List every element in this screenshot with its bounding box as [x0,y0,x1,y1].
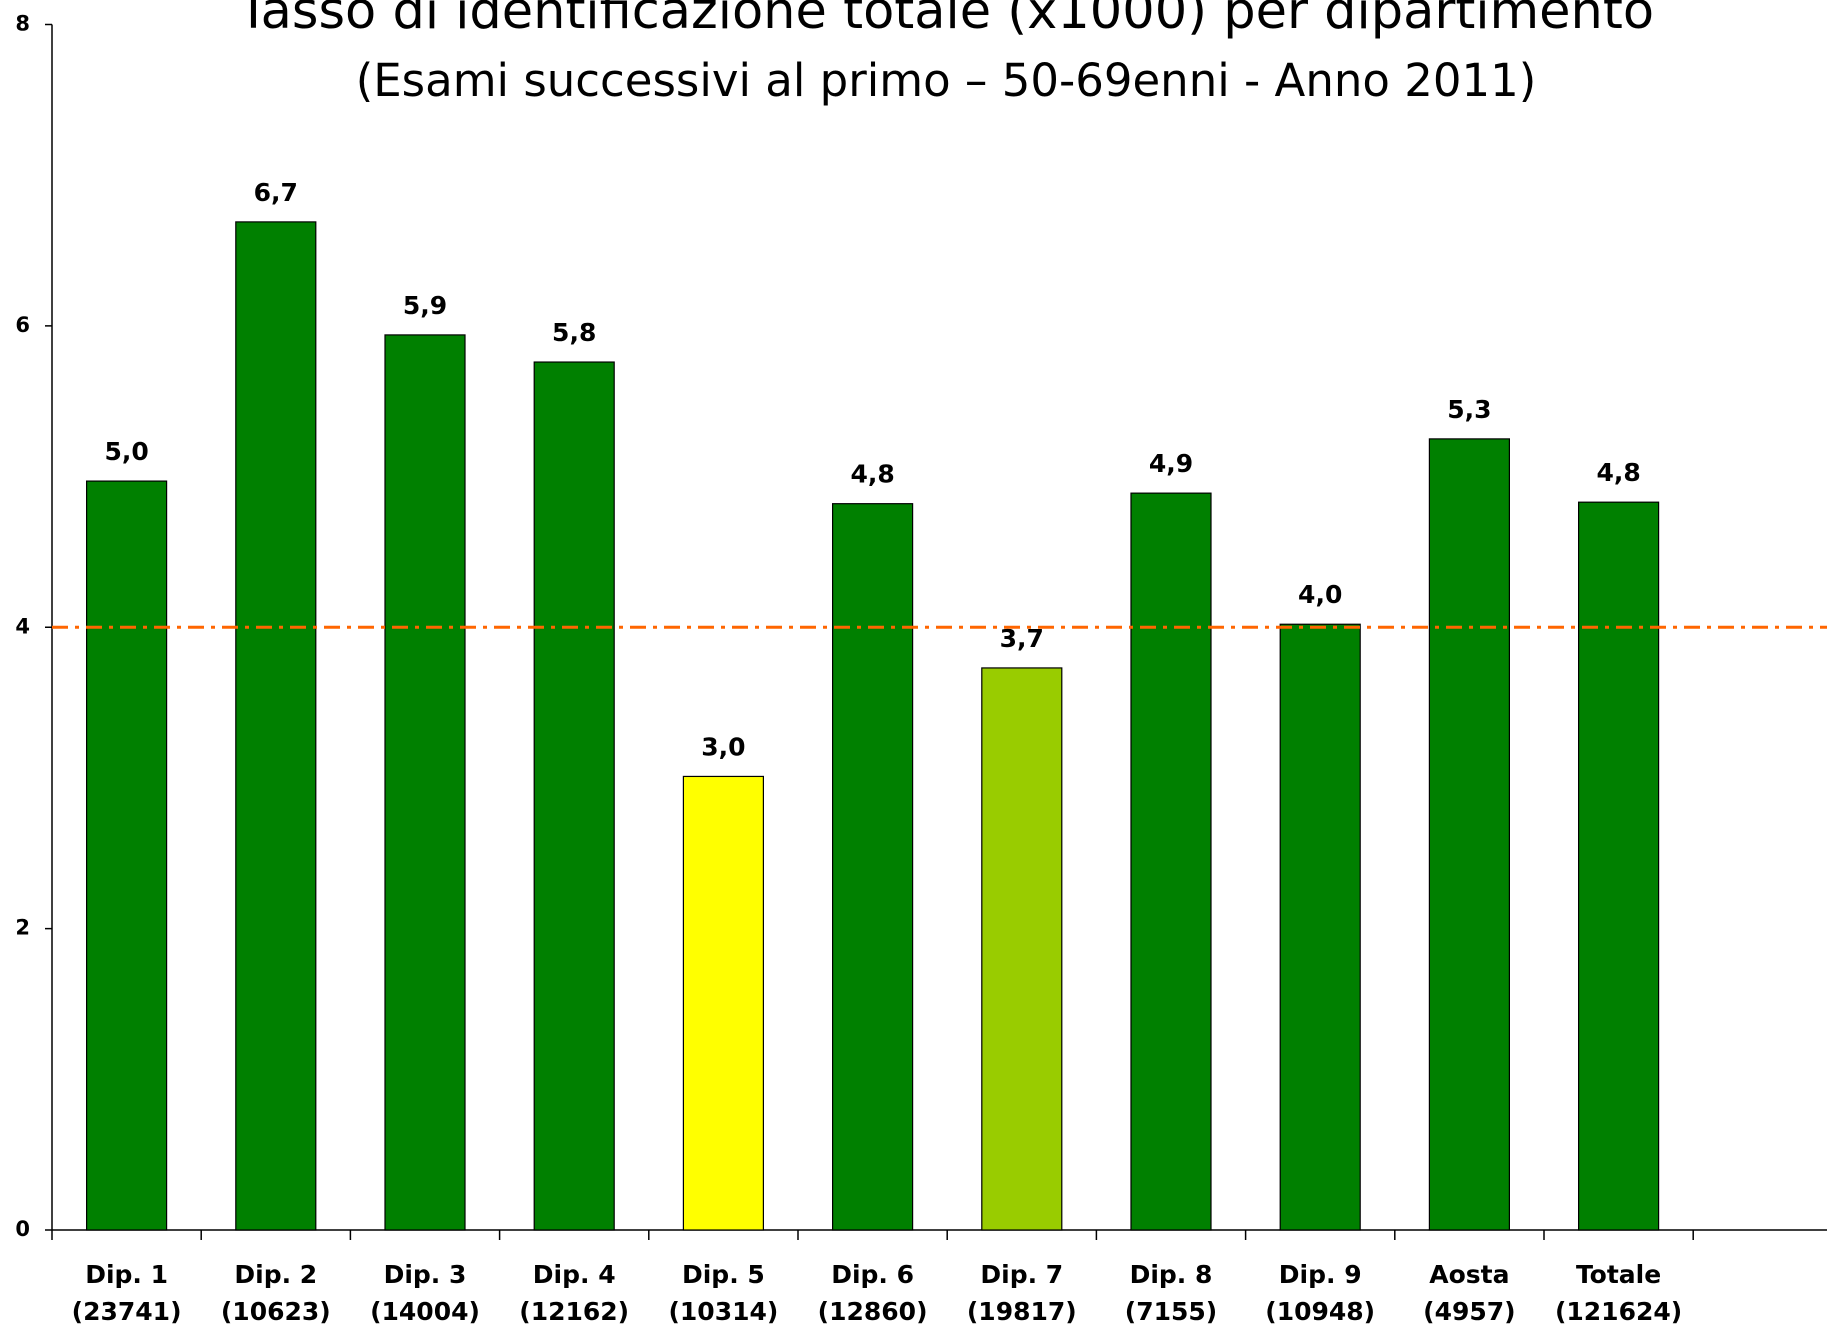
bar [384,334,466,1231]
data-label: 4,8 [850,460,894,489]
bar [1428,438,1511,1231]
y-tick-label: 6 [15,313,30,337]
x-tick-label: Dip. 7 [980,1260,1063,1289]
bar [533,361,615,1231]
data-label: 5,0 [104,437,148,466]
bar [85,480,168,1231]
x-tick-label: (12162) [519,1297,629,1326]
data-label: 4,9 [1149,449,1193,478]
x-tick-label: Dip. 2 [234,1260,317,1289]
data-label: 3,0 [701,732,745,761]
bar [831,503,914,1231]
bar [235,221,317,1231]
data-label: 6,7 [254,178,298,207]
x-tick-label: (23741) [72,1297,182,1326]
data-label: 4,8 [1596,458,1640,487]
x-tick-label: Aosta [1429,1260,1509,1289]
x-tick-label: Dip. 6 [831,1260,914,1289]
bar [981,667,1063,1231]
x-tick-label: Dip. 3 [384,1260,467,1289]
x-tick-label: Dip. 4 [533,1260,616,1289]
x-tick-label: Dip. 9 [1279,1260,1362,1289]
x-tick-label: (10314) [668,1297,778,1326]
bar [1279,623,1361,1231]
data-label: 5,9 [403,291,447,320]
x-tick-label: Totale [1576,1260,1661,1289]
data-label: 5,8 [552,318,596,347]
y-tick-label: 8 [15,12,30,36]
x-tick-label: (10623) [221,1297,331,1326]
data-label: 5,3 [1447,395,1491,424]
y-tick-label: 4 [15,614,30,638]
bar [682,775,765,1231]
bar [1130,492,1212,1231]
x-tick-label: (7155) [1125,1297,1217,1326]
x-tick-label: (4957) [1423,1297,1515,1326]
x-tick-label: Dip. 5 [682,1260,765,1289]
x-tick-label: (19817) [967,1297,1077,1326]
x-tick-label: (14004) [370,1297,480,1326]
x-tick-label: Dip. 8 [1130,1260,1213,1289]
data-label: 3,7 [1000,624,1044,653]
bar [1577,501,1660,1231]
x-tick-label: Dip. 1 [85,1260,168,1289]
x-tick-label: (121624) [1555,1297,1682,1326]
y-tick-label: 0 [15,1217,30,1241]
data-label: 4,0 [1298,580,1342,609]
x-tick-label: (10948) [1265,1297,1375,1326]
chart-title: Tasso di identificazione totale (x1000) … [237,0,1654,41]
x-tick-label: (12860) [818,1297,928,1326]
y-tick-label: 2 [15,916,30,940]
chart-subtitle: (Esami successivi al primo – 50-69enni -… [356,54,1537,107]
